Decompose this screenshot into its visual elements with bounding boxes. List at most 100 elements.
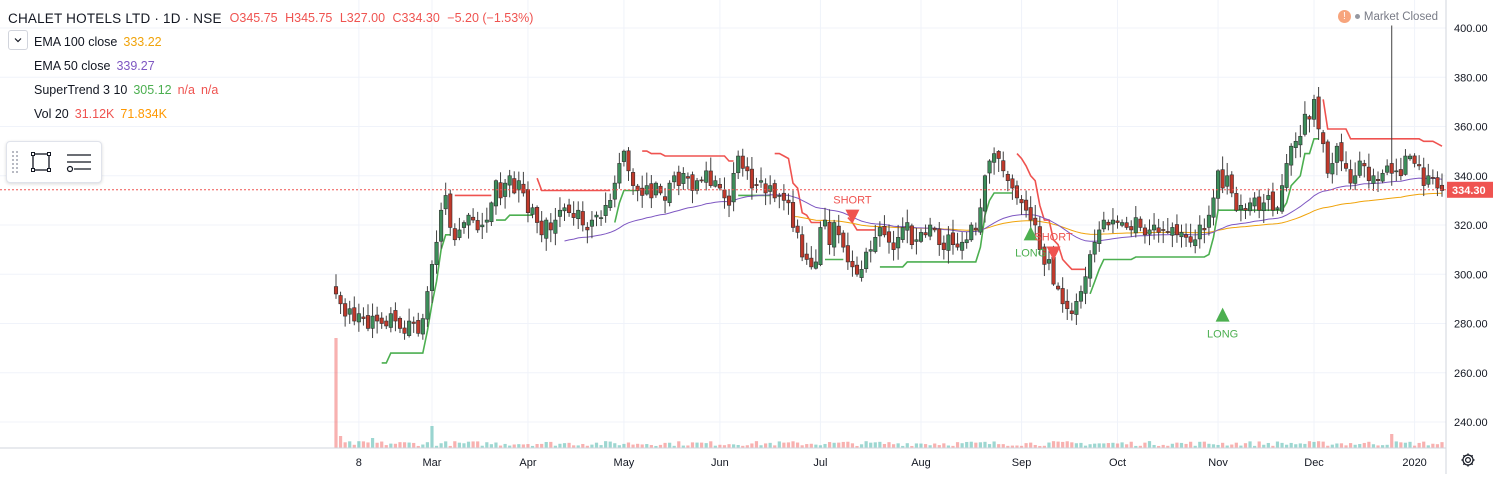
candle-up xyxy=(603,205,608,216)
volume-bar xyxy=(741,445,745,448)
indicator-ema100[interactable]: EMA 100 close 333.22 xyxy=(8,30,533,54)
candle-down xyxy=(1184,234,1189,238)
volume-bar xyxy=(1271,445,1275,448)
signal-label: SHORT xyxy=(1034,232,1073,244)
candle-up xyxy=(1133,217,1138,234)
volume-bar xyxy=(1403,442,1408,448)
volume-bar xyxy=(1380,445,1385,448)
indicator-volume[interactable]: Vol 20 31.12K 71.834K xyxy=(8,102,533,126)
candle-up xyxy=(1357,160,1362,176)
volume-bar xyxy=(421,444,425,448)
candle-up xyxy=(516,180,521,191)
indicator-value: 333.22 xyxy=(123,35,162,49)
gear-icon xyxy=(1461,453,1475,467)
volume-bar xyxy=(1147,441,1152,448)
volume-bar xyxy=(1070,442,1074,448)
volume-bar xyxy=(1330,444,1334,448)
volume-bar xyxy=(1111,442,1115,448)
volume-bar xyxy=(645,444,649,448)
candle-down xyxy=(1161,229,1166,231)
volume-bar xyxy=(887,442,891,448)
volume-bar xyxy=(512,444,516,448)
candle-down xyxy=(955,243,960,248)
candle-up xyxy=(612,182,617,200)
candle-up xyxy=(562,207,567,212)
chart-settings-button[interactable] xyxy=(1460,452,1476,473)
signal-label: LONG xyxy=(1015,247,1046,259)
symbol-title[interactable]: CHALET HOTELS LTD · 1D · NSE xyxy=(8,10,222,26)
candle-down xyxy=(1229,174,1234,194)
volume-bar xyxy=(901,445,905,448)
ohlc-low: L327.00 xyxy=(339,11,386,25)
indicator-label: SuperTrend 3 10 xyxy=(34,83,128,97)
candle-up xyxy=(420,318,425,335)
rectangle-tool-button[interactable] xyxy=(25,146,57,178)
market-status: ! Market Closed xyxy=(1337,10,1438,23)
candle-down xyxy=(1019,199,1024,204)
volume-bar xyxy=(677,441,681,448)
candles xyxy=(333,25,1445,340)
last-price-tag xyxy=(1447,181,1493,198)
price-tick-label: 260.00 xyxy=(1454,368,1488,380)
volume-bar xyxy=(850,443,855,448)
candle-up xyxy=(1298,136,1303,146)
candle-up xyxy=(832,222,837,248)
supertrend-up-line xyxy=(879,192,1013,268)
candle-down xyxy=(1339,142,1344,162)
volume-bar xyxy=(1289,442,1293,448)
volume-bar xyxy=(690,442,695,448)
volume-bar xyxy=(1152,444,1156,448)
candle-down xyxy=(1325,141,1330,174)
volume-bar xyxy=(1079,442,1083,448)
rectangle-select-icon xyxy=(31,152,51,172)
volume-bar xyxy=(933,443,937,448)
candle-down xyxy=(1220,169,1225,189)
volume-bar xyxy=(1102,443,1106,448)
volume-bar xyxy=(466,441,471,448)
warning-icon[interactable]: ! xyxy=(1337,10,1351,23)
volume-bar xyxy=(1280,442,1284,448)
price-tick-label: 240.00 xyxy=(1454,417,1488,429)
volume-bar xyxy=(782,442,786,448)
indicator-supertrend[interactable]: SuperTrend 3 10 305.12 n/a n/a xyxy=(8,78,533,102)
candle-up xyxy=(1293,140,1298,148)
candle-down xyxy=(1156,227,1161,233)
volume-bar xyxy=(773,445,777,448)
candle-up xyxy=(1394,170,1399,173)
volume-bar xyxy=(873,442,877,448)
volume-bar xyxy=(1015,445,1019,448)
volume-bar xyxy=(832,442,836,448)
supertrend-down-line xyxy=(536,177,611,192)
settings-list-button[interactable] xyxy=(63,146,95,178)
volume-bar xyxy=(1125,444,1129,448)
legend-collapse-button[interactable] xyxy=(8,30,28,50)
candle-up xyxy=(407,320,412,336)
candle-down xyxy=(635,185,640,191)
volume-bar xyxy=(663,442,667,448)
volume-bar xyxy=(1412,445,1417,448)
indicator-ema50[interactable]: EMA 50 close 339.27 xyxy=(8,54,533,78)
volume-bar xyxy=(1143,442,1147,448)
drag-handle[interactable] xyxy=(11,150,19,174)
candle-down xyxy=(1065,300,1070,310)
volume-bar xyxy=(590,444,594,448)
volume-bar xyxy=(1216,444,1220,448)
candle-down xyxy=(923,232,928,236)
candle-down xyxy=(402,327,407,334)
volume-bar xyxy=(343,442,347,448)
time-tick-label: 2020 xyxy=(1402,457,1426,469)
drawing-toolbox[interactable] xyxy=(6,141,102,183)
candle-up xyxy=(900,227,905,240)
volume-bar xyxy=(503,443,507,448)
candle-up xyxy=(576,209,581,220)
candle-up xyxy=(864,251,869,270)
candle-up xyxy=(1302,113,1307,135)
volume-bar xyxy=(700,442,704,448)
indicator-label: EMA 50 close xyxy=(34,59,111,73)
volume-bar xyxy=(786,442,791,448)
candle-down xyxy=(1366,166,1371,181)
supertrend-up-line xyxy=(614,189,638,223)
